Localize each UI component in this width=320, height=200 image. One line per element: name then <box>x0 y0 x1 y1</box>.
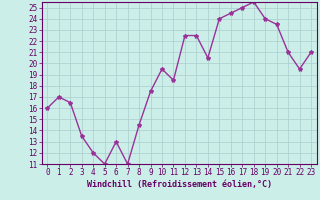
X-axis label: Windchill (Refroidissement éolien,°C): Windchill (Refroidissement éolien,°C) <box>87 180 272 189</box>
